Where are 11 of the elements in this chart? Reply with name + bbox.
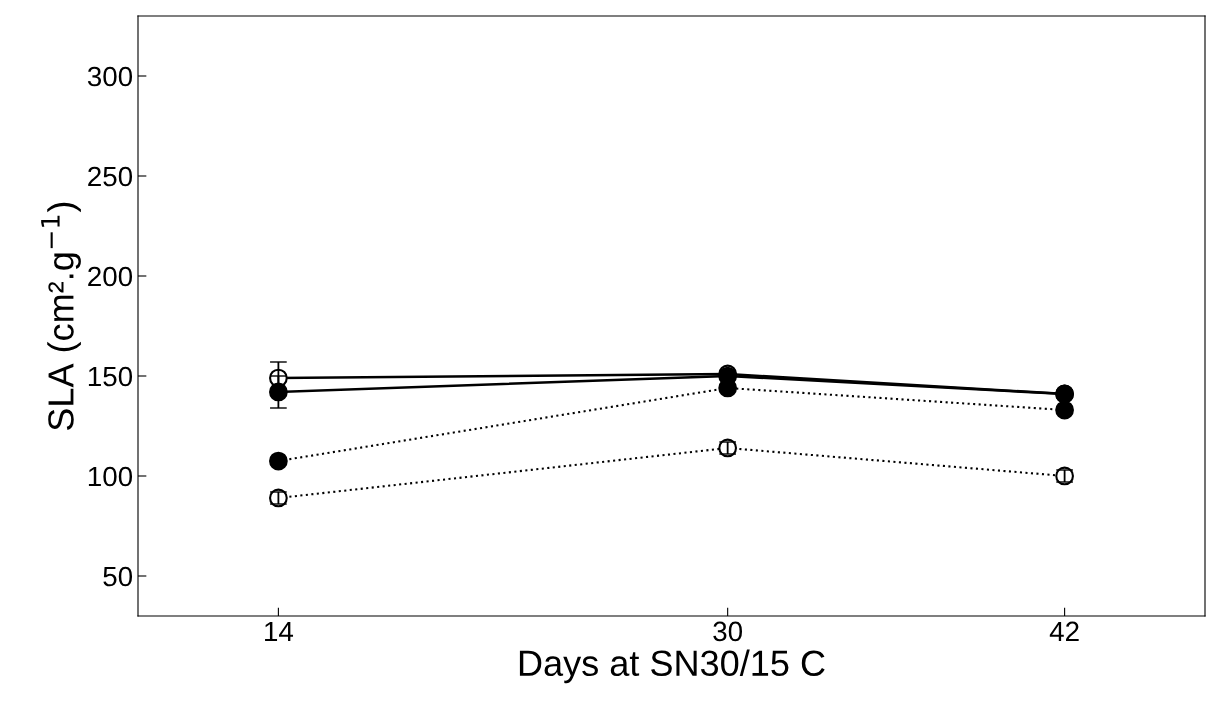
y-tick-label: 200 xyxy=(88,266,133,287)
x-axis-title: Days at SN30/15 C xyxy=(519,649,825,684)
x-tick-label: 42 xyxy=(1049,621,1079,641)
x-tick-label: 14 xyxy=(265,621,294,641)
y-axis-title: SLA (cm².g$^{−1}$) xyxy=(41,202,81,431)
y-tick-label: 300 xyxy=(87,66,133,87)
y-tick-label: 50 xyxy=(103,566,133,587)
y-tick-label: 100 xyxy=(88,466,133,487)
y-tick-label: 250 xyxy=(88,166,133,187)
x-tick-label: 30 xyxy=(713,621,743,642)
y-tick-label: 150 xyxy=(88,366,133,387)
